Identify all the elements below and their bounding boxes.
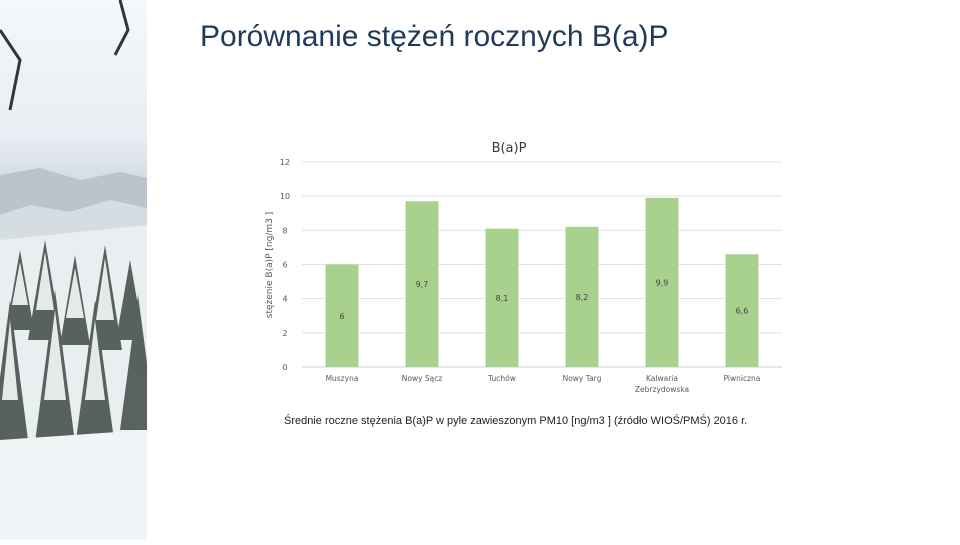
winter-forest-photo [0,0,147,540]
slide-title: Porównanie stężeń rocznych B(a)P [200,20,669,53]
forest-illustration [0,0,147,540]
y-tick-label: 8 [282,226,287,235]
category-label: Piwniczna [724,374,761,383]
gridlines [302,161,782,368]
category-label: Nowy Targ [563,374,602,383]
bars [325,197,759,367]
y-tick-labels: 0 2 4 6 8 10 12 [280,158,290,372]
chart-title: B(a)P [492,141,527,156]
chart-caption: Średnie roczne stężenia B(a)P w pyle zaw… [284,415,748,427]
bar [405,201,439,367]
data-label: 8,2 [576,293,589,302]
category-labels: Muszyna Nowy Sącz Tuchów Nowy Targ Kalwaria Z… [326,374,761,394]
bar [325,264,359,367]
y-tick-label: 6 [282,261,287,270]
y-tick-label: 10 [280,192,290,201]
bar [565,226,599,367]
category-label: Tuchów [487,374,516,383]
y-tick-label: 0 [282,363,287,372]
category-label: Zebrzydowska [635,385,689,394]
bar [725,254,759,367]
data-label: 9,7 [416,280,429,289]
data-labels: 6 9,7 8,1 8,2 9,9 6,6 [339,278,748,320]
data-label: 6 [339,312,344,321]
category-label: Nowy Sącz [402,374,443,383]
y-tick-label: 2 [282,329,287,338]
y-tick-label: 12 [280,158,290,167]
bar [645,197,679,367]
category-label: Kalwaria [646,374,678,383]
y-tick-label: 4 [282,295,287,304]
bar [485,228,519,367]
category-label: Muszyna [326,374,359,383]
data-label: 6,6 [736,307,749,316]
data-label: 9,9 [656,278,669,287]
data-label: 8,1 [496,294,509,303]
y-axis-label: stężenie B(a)P [ng/m3 ] [265,212,275,318]
